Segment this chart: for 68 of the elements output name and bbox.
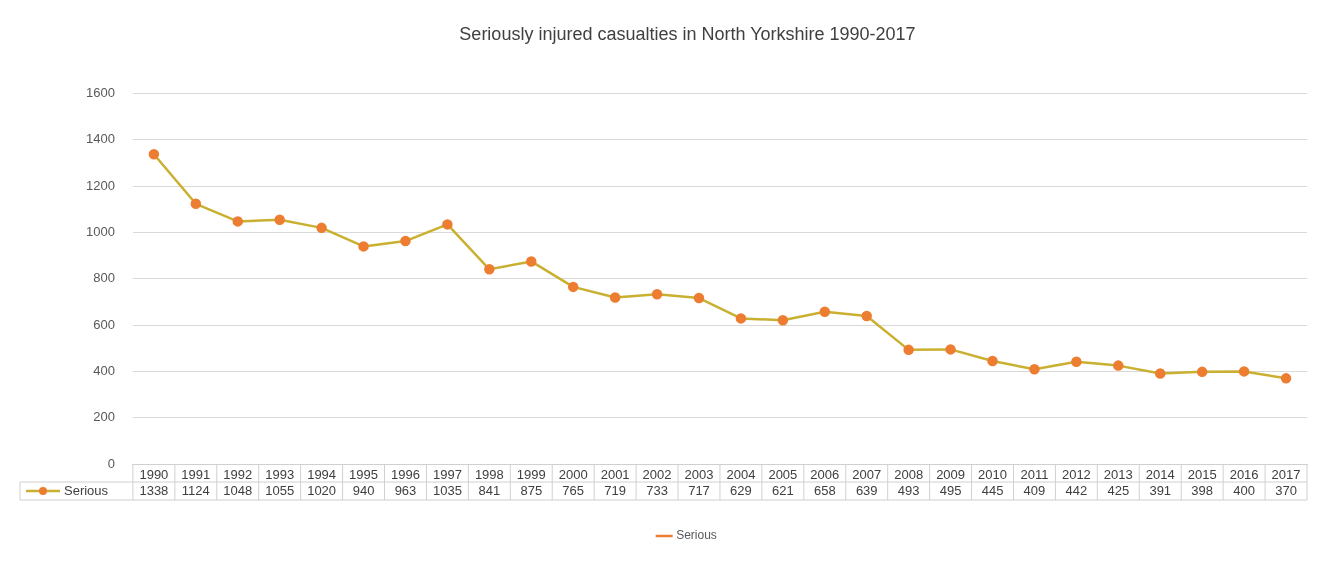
x-tick-label: 1992 xyxy=(223,467,253,483)
x-tick-label: 1999 xyxy=(516,467,546,483)
data-label: 621 xyxy=(772,482,794,498)
data-label: 629 xyxy=(730,482,752,498)
x-tick-label: 1991 xyxy=(181,467,211,483)
x-tick-label: 1998 xyxy=(474,467,504,483)
x-tick-label: 1995 xyxy=(349,467,378,483)
x-tick-label: 2003 xyxy=(684,467,714,483)
x-tick-label: 2005 xyxy=(768,467,798,483)
x-tick-label: 2000 xyxy=(558,467,588,483)
y-tick-label: 1200 xyxy=(86,177,115,193)
x-tick-label: 2008 xyxy=(894,467,924,483)
data-label: 940 xyxy=(352,482,375,498)
x-tick-label: 1997 xyxy=(432,467,462,483)
data-label: 1055 xyxy=(265,482,295,498)
data-label: 658 xyxy=(813,482,836,498)
data-label: 733 xyxy=(646,482,668,498)
data-label: 445 xyxy=(981,482,1004,498)
data-label: 391 xyxy=(1149,482,1172,498)
x-tick-label: 2006 xyxy=(810,467,840,483)
x-tick-label: 2001 xyxy=(600,467,630,483)
y-tick-label: 0 xyxy=(107,455,115,471)
x-tick-label: 2016 xyxy=(1229,467,1259,483)
data-label: 400 xyxy=(1233,482,1255,498)
y-tick-label: 600 xyxy=(93,316,115,332)
x-tick-label: 2013 xyxy=(1103,467,1133,483)
y-tick-label: 1000 xyxy=(86,224,115,240)
x-tick-label: 1994 xyxy=(307,467,337,483)
y-tick-label: 400 xyxy=(93,362,115,378)
y-tick-label: 800 xyxy=(93,270,115,286)
data-label: 1338 xyxy=(139,482,169,498)
chart-title: Seriously injured casualties in North Yorkshire 1990-2017 xyxy=(459,23,916,44)
data-label: 370 xyxy=(1275,482,1297,498)
data-label: 717 xyxy=(688,482,710,498)
data-label: 765 xyxy=(562,482,585,498)
y-tick-label: 200 xyxy=(93,409,115,425)
data-label: 963 xyxy=(394,482,417,498)
data-label: 493 xyxy=(897,482,920,498)
data-label: 425 xyxy=(1107,482,1130,498)
x-tick-label: 2014 xyxy=(1145,467,1175,483)
data-label: 409 xyxy=(1023,482,1046,498)
y-tick-label: 1400 xyxy=(86,131,115,147)
data-label: 442 xyxy=(1065,482,1088,498)
x-tick-label: 1996 xyxy=(391,467,420,483)
data-label: 1124 xyxy=(181,482,210,498)
x-tick-label: 2017 xyxy=(1271,467,1301,483)
data-label: 719 xyxy=(604,482,626,498)
data-label: 1048 xyxy=(223,482,253,498)
data-label: 1035 xyxy=(432,482,462,498)
legend-label: Serious xyxy=(64,482,109,498)
x-tick-label: 2004 xyxy=(726,467,756,483)
y-tick-label: 1600 xyxy=(86,85,115,101)
x-tick-label: 2002 xyxy=(642,467,672,483)
x-tick-label: 2010 xyxy=(978,467,1007,483)
x-tick-label: 2009 xyxy=(936,467,966,483)
x-tick-label: 1993 xyxy=(265,467,295,483)
x-tick-label: 2007 xyxy=(852,467,882,483)
text: Serious xyxy=(676,528,717,543)
data-label: 639 xyxy=(855,482,878,498)
data-label: 398 xyxy=(1191,482,1214,498)
data-label: 841 xyxy=(478,482,501,498)
x-tick-label: 2015 xyxy=(1187,467,1217,483)
data-label: 875 xyxy=(520,482,543,498)
x-tick-label: 1990 xyxy=(139,467,169,483)
x-tick-label: 2012 xyxy=(1061,467,1091,483)
data-label: 495 xyxy=(939,482,962,498)
x-tick-label: 2011 xyxy=(1020,467,1049,483)
data-label: 1020 xyxy=(307,482,337,498)
